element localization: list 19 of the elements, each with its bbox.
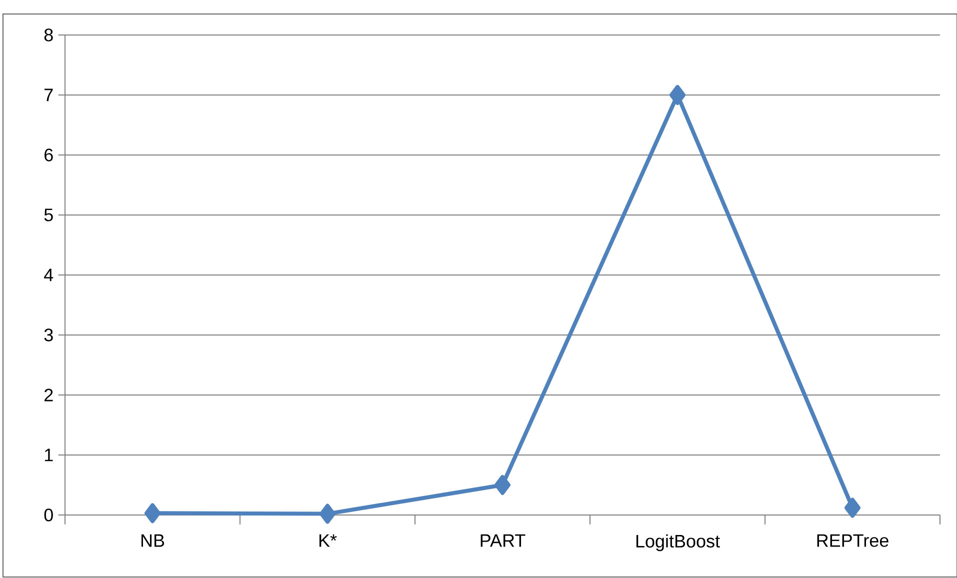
y-tick-label: 2 [44, 388, 53, 402]
x-tick-label: PART [480, 534, 526, 547]
y-tick-label: 4 [44, 268, 54, 282]
y-tick-label: 1 [45, 448, 53, 462]
x-tick-label: NB [141, 534, 164, 547]
point [670, 84, 686, 105]
y-tick-label: 5 [44, 208, 53, 222]
y-tick-label: 0 [44, 508, 53, 522]
y-tick-label: 8 [44, 28, 53, 42]
x-tick-label: K* [319, 534, 337, 547]
x-tick-label: REPTree [817, 534, 888, 547]
x-tick-label: LogitBoost [636, 534, 720, 552]
y-tick-label: 6 [44, 148, 53, 162]
point [144, 503, 161, 524]
point [844, 498, 860, 518]
y-tick-label: 7 [44, 88, 53, 102]
point [320, 504, 336, 524]
y-tick-label: 3 [44, 328, 53, 342]
point [494, 474, 510, 495]
